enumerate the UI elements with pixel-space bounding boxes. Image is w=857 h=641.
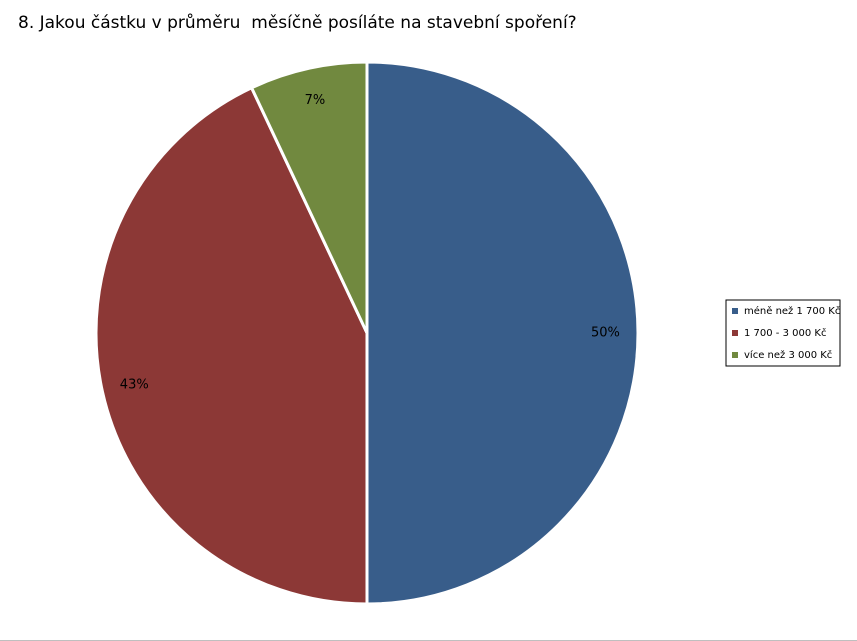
pie-slice (249, 60, 369, 334)
data-label: 7% (305, 93, 326, 108)
data-label: 43% (120, 378, 149, 393)
legend-swatch (732, 330, 738, 336)
legend-box (725, 299, 841, 367)
legend-label: 1 700 - 3 000 Kč (744, 327, 826, 339)
legend-swatch (732, 352, 738, 358)
legend-swatch (732, 308, 738, 314)
legend-label: méně než 1 700 Kč (744, 305, 840, 317)
chart-title: 8. Jakou částku v průměru měsíčně posílá… (18, 13, 577, 33)
pie-slice (365, 60, 640, 606)
data-label: 50% (591, 326, 620, 341)
legend-label: více než 3 000 Kč (744, 349, 832, 361)
pie-slice (94, 85, 369, 606)
